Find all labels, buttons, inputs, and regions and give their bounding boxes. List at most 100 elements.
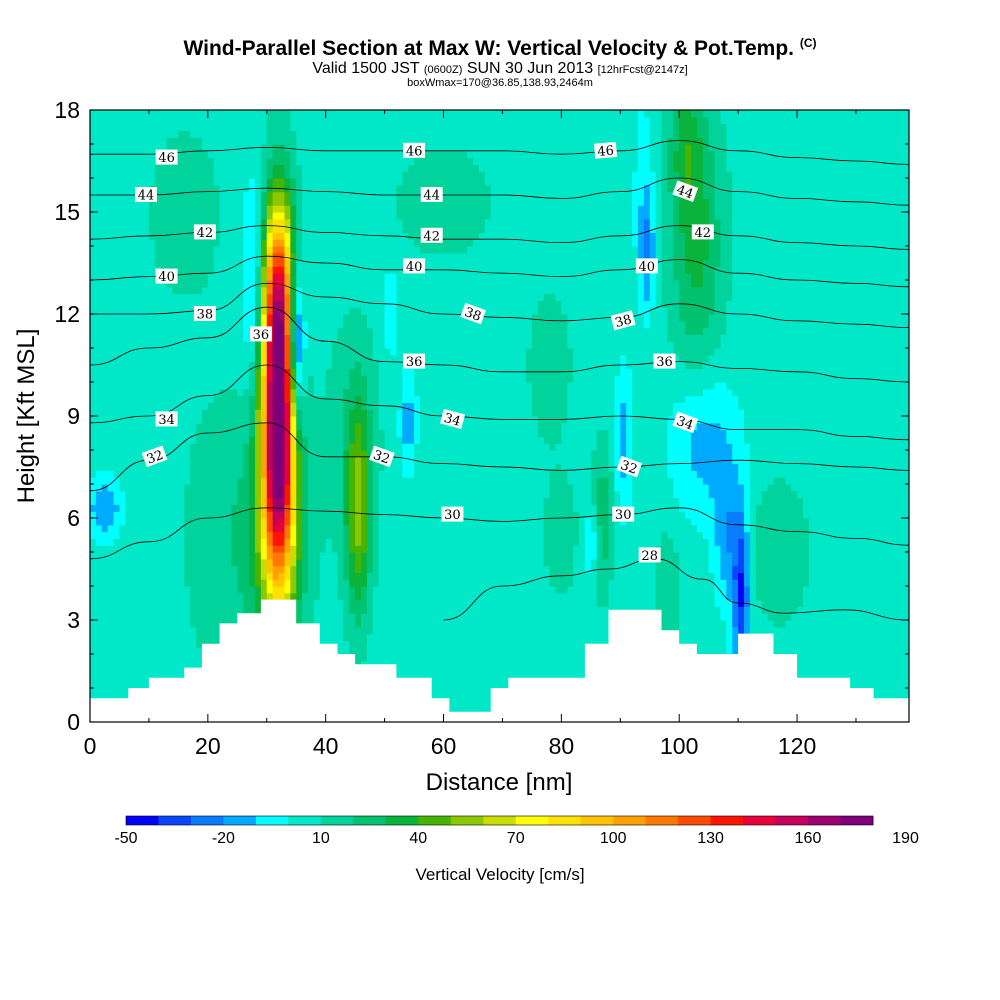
- velocity-cell: [484, 484, 492, 492]
- velocity-cell: [879, 504, 887, 512]
- velocity-cell: [802, 579, 810, 587]
- velocity-cell: [213, 565, 221, 573]
- velocity-cell: [561, 586, 568, 594]
- velocity-cell: [885, 484, 892, 492]
- velocity-cell: [384, 545, 392, 553]
- velocity-cell: [761, 572, 769, 580]
- velocity-cell: [814, 497, 822, 505]
- velocity-cell: [867, 654, 875, 662]
- velocity-cell: [154, 572, 162, 580]
- velocity-cell: [478, 654, 486, 662]
- velocity-cell: [903, 538, 909, 546]
- velocity-cell: [219, 592, 227, 601]
- velocity-cell: [107, 524, 115, 533]
- velocity-cell: [160, 504, 168, 512]
- velocity-cell: [143, 674, 150, 682]
- velocity-cell: [897, 681, 904, 689]
- velocity-cell: [372, 606, 380, 614]
- velocity-cell: [101, 552, 109, 560]
- velocity-cell: [708, 599, 716, 607]
- velocity-cell: [361, 524, 368, 533]
- velocity-cell: [231, 497, 238, 505]
- velocity-cell: [744, 538, 751, 546]
- velocity-cell: [302, 552, 309, 560]
- velocity-cell: [266, 524, 274, 533]
- velocity-cell: [567, 620, 574, 628]
- velocity-cell: [478, 701, 486, 709]
- velocity-cell: [579, 565, 586, 573]
- velocity-cell: [408, 654, 415, 662]
- velocity-cell: [378, 640, 386, 648]
- velocity-cell: [201, 511, 209, 519]
- velocity-cell: [520, 497, 527, 505]
- velocity-cell: [467, 572, 474, 580]
- velocity-cell: [472, 633, 480, 641]
- velocity-cell: [626, 538, 633, 546]
- velocity-cell: [543, 592, 551, 601]
- velocity-cell: [361, 620, 368, 628]
- velocity-cell: [113, 606, 121, 614]
- velocity-cell: [284, 484, 291, 492]
- velocity-cell: [673, 586, 680, 594]
- velocity-cell: [243, 504, 250, 512]
- velocity-cell: [455, 599, 462, 607]
- velocity-cell: [278, 579, 286, 587]
- velocity-cell: [720, 613, 727, 621]
- velocity-cell: [160, 606, 168, 614]
- velocity-cell: [584, 599, 592, 607]
- velocity-cell: [166, 558, 174, 567]
- velocity-cell: [219, 558, 227, 567]
- velocity-cell: [643, 599, 651, 607]
- velocity-cell: [437, 484, 445, 492]
- velocity-cell: [879, 524, 887, 533]
- velocity-cell: [337, 620, 344, 628]
- velocity-cell: [207, 599, 215, 607]
- velocity-cell: [349, 477, 356, 485]
- velocity-cell: [531, 592, 539, 601]
- velocity-cell: [561, 497, 568, 505]
- velocity-cell: [313, 511, 321, 519]
- velocity-cell: [779, 640, 786, 648]
- velocity-cell: [726, 524, 733, 533]
- velocity-cell: [154, 518, 162, 526]
- velocity-cell: [119, 552, 126, 560]
- velocity-cell: [897, 504, 904, 512]
- velocity-cell: [90, 592, 97, 601]
- velocity-cell: [131, 620, 138, 628]
- velocity-cell: [237, 552, 244, 560]
- velocity-cell: [637, 599, 645, 607]
- velocity-cell: [808, 667, 816, 675]
- velocity-cell: [143, 504, 150, 512]
- velocity-cell: [708, 586, 716, 594]
- velocity-cell: [791, 511, 798, 519]
- velocity-cell: [196, 531, 203, 539]
- velocity-cell: [897, 674, 904, 682]
- velocity-cell: [496, 545, 504, 553]
- velocity-cell: [349, 552, 356, 560]
- velocity-cell: [107, 490, 115, 499]
- velocity-cell: [196, 592, 203, 601]
- velocity-cell: [838, 511, 845, 519]
- velocity-cell: [166, 660, 174, 669]
- velocity-cell: [496, 484, 504, 492]
- velocity-cell: [720, 633, 727, 641]
- velocity-cell: [873, 572, 881, 580]
- velocity-cell: [749, 599, 757, 607]
- velocity-cell: [343, 620, 350, 628]
- velocity-cell: [431, 579, 439, 587]
- velocity-cell: [343, 606, 350, 614]
- velocity-cell: [867, 511, 875, 519]
- velocity-cell: [302, 565, 309, 573]
- velocity-cell: [785, 579, 792, 587]
- velocity-cell: [667, 565, 674, 573]
- velocity-cell: [844, 497, 851, 505]
- velocity-cell: [296, 484, 303, 492]
- velocity-cell: [296, 531, 303, 539]
- velocity-cell: [178, 647, 185, 655]
- velocity-cell: [166, 606, 174, 614]
- velocity-cell: [903, 586, 909, 594]
- velocity-cell: [414, 565, 421, 573]
- velocity-cell: [549, 518, 557, 526]
- velocity-cell: [160, 579, 168, 587]
- velocity-cell: [679, 626, 686, 635]
